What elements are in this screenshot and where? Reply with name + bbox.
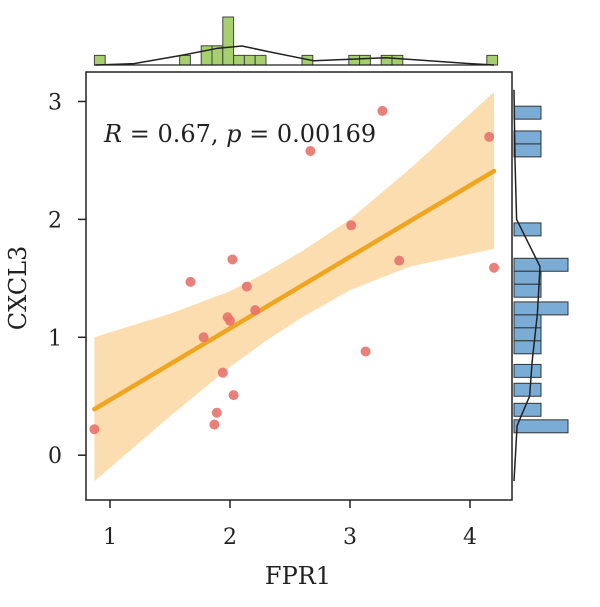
right-marginal-histogram bbox=[513, 89, 569, 482]
data-points-layer bbox=[89, 105, 499, 435]
confidence-band-layer bbox=[94, 92, 495, 482]
data-point bbox=[394, 255, 405, 266]
right-histogram-bar bbox=[513, 327, 542, 342]
correlation-annotation: R = 0.67, p = 0.00169 bbox=[103, 120, 376, 148]
right-histogram-bar bbox=[513, 363, 542, 378]
data-point bbox=[198, 332, 209, 343]
x-tick-label: 1 bbox=[103, 525, 117, 550]
data-point bbox=[217, 367, 228, 378]
right-histogram-bar bbox=[513, 340, 542, 355]
right-histogram-bar bbox=[513, 301, 569, 316]
r-value: = 0.67, bbox=[122, 120, 226, 148]
top-histogram-bar bbox=[380, 54, 393, 66]
top-histogram-bar bbox=[200, 45, 213, 66]
right-histogram-bar bbox=[513, 257, 569, 272]
data-point bbox=[346, 220, 357, 231]
data-point bbox=[185, 276, 196, 287]
top-histogram-bar bbox=[179, 54, 191, 66]
top-marginal-histogram bbox=[93, 16, 499, 66]
y-axis-title: CXCL3 bbox=[4, 246, 32, 331]
y-tick-label: 3 bbox=[48, 90, 62, 115]
top-histogram-bar bbox=[93, 54, 106, 66]
top-histogram-bar bbox=[222, 16, 235, 66]
top-histogram-bar bbox=[243, 54, 256, 66]
regression-line bbox=[92, 168, 497, 412]
data-point bbox=[241, 281, 252, 292]
top-histogram-bar bbox=[233, 54, 245, 66]
confidence-band bbox=[94, 92, 495, 482]
plot-frame bbox=[85, 71, 513, 501]
right-histogram-bar bbox=[513, 222, 542, 237]
axes-layer: 1 2 3 4 0 1 2 3 bbox=[48, 90, 477, 550]
right-histogram-bar bbox=[513, 402, 542, 417]
data-point bbox=[377, 105, 388, 116]
data-point bbox=[489, 262, 499, 273]
y-tick-label: 0 bbox=[48, 444, 62, 469]
top-histogram-bar bbox=[254, 54, 267, 66]
right-histogram-bar bbox=[513, 270, 542, 285]
top-histogram-bar bbox=[391, 54, 404, 66]
right-histogram-bar bbox=[513, 130, 542, 145]
right-histogram-bar bbox=[513, 105, 542, 120]
right-histogram-bar bbox=[513, 382, 542, 397]
y-tick-label: 2 bbox=[48, 208, 62, 233]
regression-line-layer bbox=[92, 168, 497, 412]
top-density-curve bbox=[95, 45, 495, 66]
y-tick-label: 1 bbox=[48, 326, 62, 351]
right-histogram-bar bbox=[513, 419, 569, 434]
data-point bbox=[227, 254, 238, 265]
top-histogram-bar bbox=[486, 54, 499, 66]
p-value: = 0.00169 bbox=[242, 120, 377, 148]
data-point bbox=[484, 131, 495, 142]
data-point bbox=[305, 145, 316, 156]
data-point bbox=[209, 419, 220, 430]
p-symbol: p bbox=[226, 120, 241, 148]
right-histogram-bar bbox=[513, 143, 542, 158]
data-point bbox=[360, 346, 371, 357]
data-point bbox=[211, 407, 222, 418]
r-symbol: R bbox=[103, 120, 122, 148]
data-point bbox=[225, 315, 235, 326]
data-point bbox=[89, 424, 100, 435]
x-tick-label: 2 bbox=[223, 525, 237, 550]
data-point bbox=[228, 390, 239, 401]
data-point bbox=[250, 305, 261, 316]
top-histogram-bar bbox=[359, 54, 371, 66]
x-tick-label: 3 bbox=[343, 525, 357, 550]
top-histogram-bar bbox=[348, 54, 361, 66]
right-density-curve bbox=[513, 89, 541, 482]
x-tick-label: 4 bbox=[463, 525, 477, 550]
right-histogram-bar bbox=[513, 283, 542, 298]
x-axis-title: FPR1 bbox=[265, 562, 331, 590]
